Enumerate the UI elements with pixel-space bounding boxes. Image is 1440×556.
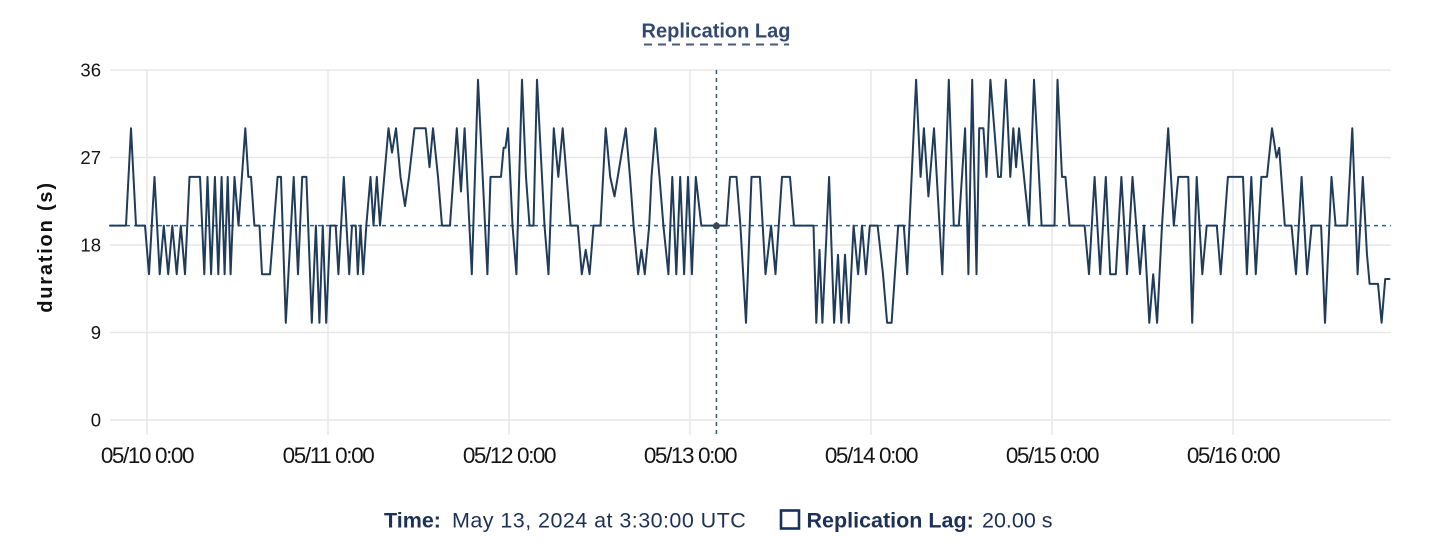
svg-text:18: 18 — [80, 235, 101, 256]
svg-text:36: 36 — [80, 60, 101, 81]
svg-text:duration (s): duration (s) — [35, 181, 57, 313]
svg-text:20.00 s: 20.00 s — [982, 509, 1053, 533]
svg-text:Replication Lag: Replication Lag — [642, 21, 791, 43]
svg-text:05/14 0:00: 05/14 0:00 — [825, 443, 918, 468]
svg-text:05/15 0:00: 05/15 0:00 — [1006, 443, 1099, 468]
svg-text:0: 0 — [91, 410, 101, 431]
svg-text:27: 27 — [80, 147, 101, 168]
svg-text:Replication Lag:: Replication Lag: — [807, 509, 974, 533]
svg-text:05/11 0:00: 05/11 0:00 — [283, 443, 375, 468]
svg-text:05/10 0:00: 05/10 0:00 — [101, 443, 194, 468]
svg-text:05/13 0:00: 05/13 0:00 — [644, 443, 737, 468]
svg-text:May 13, 2024 at 3:30:00 UTC: May 13, 2024 at 3:30:00 UTC — [452, 509, 746, 533]
svg-text:05/12 0:00: 05/12 0:00 — [463, 443, 556, 468]
svg-text:05/16 0:00: 05/16 0:00 — [1187, 443, 1280, 468]
svg-text:Time:: Time: — [384, 509, 441, 533]
svg-text:9: 9 — [91, 322, 101, 343]
